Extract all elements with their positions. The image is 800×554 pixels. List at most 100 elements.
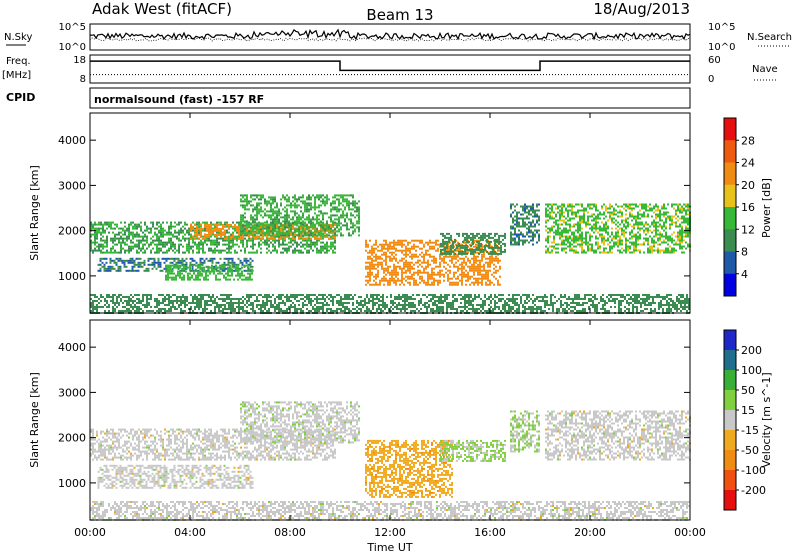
echo-cell bbox=[326, 228, 328, 231]
echo-cell bbox=[222, 223, 224, 226]
echo-cell bbox=[110, 300, 112, 302]
echo-cell bbox=[316, 220, 318, 223]
echo-cell bbox=[397, 239, 399, 242]
echo-cell bbox=[478, 248, 480, 251]
echo-cell bbox=[665, 207, 667, 210]
echo-cell bbox=[371, 257, 373, 260]
echo-cell bbox=[134, 245, 136, 248]
echo-cell bbox=[210, 225, 212, 228]
echo-cell bbox=[118, 241, 120, 244]
echo-cell bbox=[401, 269, 403, 272]
echo-cell bbox=[250, 245, 252, 248]
echo-cell bbox=[383, 283, 385, 286]
echo-cell bbox=[433, 261, 435, 264]
echo-cell bbox=[198, 243, 200, 246]
echo-cell bbox=[170, 231, 172, 234]
echo-cell bbox=[292, 210, 294, 213]
echo-cell bbox=[457, 267, 459, 270]
echo-cell bbox=[411, 255, 413, 258]
echo-cell bbox=[373, 283, 375, 286]
echo-cell bbox=[238, 245, 240, 248]
echo-cell bbox=[358, 208, 360, 211]
echo-cell bbox=[109, 257, 112, 260]
echo-cell bbox=[467, 251, 469, 254]
echo-cell bbox=[278, 208, 280, 211]
echo-cell bbox=[90, 221, 92, 224]
echo-cell bbox=[444, 246, 446, 249]
echo-cell bbox=[326, 245, 328, 248]
echo-cell bbox=[613, 217, 615, 220]
echo-cell bbox=[166, 233, 168, 236]
echo-cell bbox=[665, 217, 667, 220]
echo-cell bbox=[334, 218, 336, 221]
echo-cell bbox=[498, 238, 500, 241]
echo-cell bbox=[677, 233, 679, 236]
echo-cell bbox=[302, 230, 304, 233]
echo-cell bbox=[203, 266, 205, 269]
echo-cell bbox=[373, 251, 375, 254]
echo-cell bbox=[653, 249, 655, 252]
echo-cell bbox=[528, 241, 530, 244]
echo-cell bbox=[123, 265, 126, 268]
echo-cell bbox=[458, 242, 460, 245]
echo-cell bbox=[292, 249, 294, 252]
echo-cell bbox=[280, 237, 282, 240]
echo-cell bbox=[635, 245, 637, 248]
echo-cell bbox=[354, 202, 356, 205]
echo-cell bbox=[603, 223, 605, 226]
echo-cell bbox=[514, 223, 516, 226]
echo-cell bbox=[389, 255, 391, 258]
echo-cell bbox=[498, 234, 500, 237]
echo-cell bbox=[518, 241, 520, 244]
echo-cell bbox=[153, 261, 156, 264]
echo-cell bbox=[633, 215, 635, 218]
echo-cell bbox=[306, 228, 308, 231]
echo-cell bbox=[182, 231, 184, 234]
echo-cell bbox=[188, 245, 190, 248]
echo-cell bbox=[208, 225, 210, 228]
echo-cell bbox=[244, 198, 246, 201]
echo-cell bbox=[92, 302, 94, 304]
echo-cell bbox=[243, 278, 245, 281]
echo-cell bbox=[250, 194, 252, 197]
echo-cell bbox=[192, 239, 194, 242]
echo-cell bbox=[235, 269, 238, 272]
echo-cell bbox=[268, 216, 270, 219]
echo-cell bbox=[252, 239, 254, 242]
echo-cell bbox=[477, 263, 479, 266]
echo-cell bbox=[312, 216, 314, 219]
echo-cell bbox=[520, 239, 522, 242]
echo-cell bbox=[671, 237, 673, 240]
echo-cell bbox=[385, 257, 387, 260]
echo-cell bbox=[240, 237, 242, 240]
echo-cell bbox=[444, 234, 446, 237]
echo-cell bbox=[322, 214, 324, 217]
echo-cell bbox=[165, 274, 167, 277]
echo-cell bbox=[451, 261, 453, 264]
echo-cell bbox=[306, 208, 308, 211]
echo-cell bbox=[603, 241, 605, 244]
echo-cell bbox=[168, 237, 170, 240]
echo-cell bbox=[561, 249, 563, 252]
echo-cell bbox=[262, 196, 264, 199]
echo-cell bbox=[577, 209, 579, 212]
echo-cell bbox=[395, 247, 397, 250]
echo-cell bbox=[227, 268, 229, 271]
echo-cell bbox=[389, 273, 391, 276]
echo-cell bbox=[591, 243, 593, 246]
echo-cell bbox=[549, 229, 551, 232]
echo-cell bbox=[492, 250, 494, 253]
echo-cell bbox=[512, 219, 514, 222]
echo-cell bbox=[228, 227, 230, 230]
echo-cell bbox=[132, 227, 134, 230]
echo-cell bbox=[528, 213, 530, 216]
echo-cell bbox=[685, 241, 687, 244]
echo-cell bbox=[262, 224, 264, 227]
echo-cell bbox=[411, 257, 413, 260]
echo-cell bbox=[185, 267, 188, 270]
echo-region bbox=[510, 203, 540, 246]
echo-cell bbox=[214, 247, 216, 250]
echo-cell bbox=[215, 269, 218, 272]
echo-cell bbox=[96, 308, 98, 310]
echo-cell bbox=[358, 216, 360, 219]
